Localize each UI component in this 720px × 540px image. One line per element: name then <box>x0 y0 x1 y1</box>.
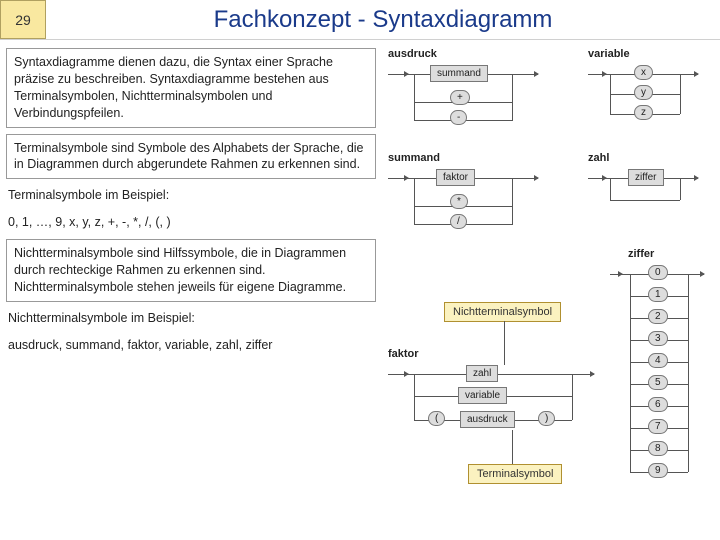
nonterminal-list: ausdruck, summand, faktor, variable, zah… <box>6 335 376 356</box>
slide-title: Fachkonzept - Syntaxdiagramm <box>46 6 720 34</box>
d2: 2 <box>648 309 668 324</box>
line <box>414 374 415 420</box>
line <box>688 274 689 472</box>
d8: 8 <box>648 441 668 456</box>
d4: 4 <box>648 353 668 368</box>
line <box>512 74 513 102</box>
val-y: y <box>634 85 653 100</box>
line <box>610 178 611 200</box>
line <box>414 206 415 224</box>
label-variable: variable <box>588 48 630 60</box>
callout-nonterminal: Nichtterminalsymbol <box>444 302 561 322</box>
arrow-icon <box>602 71 607 77</box>
nonterminal-heading: Nichtterminalsymbole im Beispiel: <box>6 308 376 329</box>
arrow-icon <box>602 175 607 181</box>
d6: 6 <box>648 397 668 412</box>
terminal-list: 0, 1, …, 9, x, y, z, +, -, *, /, (, ) <box>6 212 376 233</box>
d9: 9 <box>648 463 668 478</box>
arrow-icon <box>404 175 409 181</box>
callout-line <box>512 430 513 464</box>
terminal-heading: Terminalsymbole im Beispiel: <box>6 185 376 206</box>
box-terminal: Terminalsymbole sind Symbole des Alphabe… <box>6 134 376 180</box>
val-z: z <box>634 105 653 120</box>
line <box>630 274 631 472</box>
node-ausdruck2: ausdruck <box>460 411 515 428</box>
arrow-icon <box>618 271 623 277</box>
line <box>572 374 573 420</box>
arrow-icon <box>700 271 705 277</box>
callout-line <box>504 321 505 365</box>
op-div: / <box>450 214 467 229</box>
line <box>610 200 680 201</box>
node-summand: summand <box>430 65 488 82</box>
diagram-area: ausdruck summand + - variable x y z <box>384 48 714 528</box>
d0: 0 <box>648 265 668 280</box>
arrow-icon <box>534 175 539 181</box>
op-minus: - <box>450 110 467 125</box>
op-lparen: ( <box>428 411 445 426</box>
box-nonterminal: Nichtterminalsymbole sind Hilfssymbole, … <box>6 239 376 302</box>
slide-header: 29 Fachkonzept - Syntaxdiagramm <box>0 0 720 40</box>
line <box>414 74 415 102</box>
node-zahl: zahl <box>466 365 498 382</box>
node-faktor: faktor <box>436 169 475 186</box>
arrow-icon <box>590 371 595 377</box>
line <box>414 102 415 120</box>
d7: 7 <box>648 419 668 434</box>
label-summand: summand <box>388 152 440 164</box>
line <box>680 178 681 200</box>
label-ausdruck: ausdruck <box>388 48 437 60</box>
label-zahl: zahl <box>588 152 609 164</box>
callout-terminal: Terminalsymbol <box>468 464 562 484</box>
arrow-icon <box>694 175 699 181</box>
page-number-box: 29 <box>0 0 46 39</box>
node-ziffer: ziffer <box>628 169 664 186</box>
content-area: Syntaxdiagramme dienen dazu, die Syntax … <box>0 40 720 536</box>
line <box>512 102 513 120</box>
line <box>414 178 415 206</box>
d3: 3 <box>648 331 668 346</box>
left-column: Syntaxdiagramme dienen dazu, die Syntax … <box>6 48 376 528</box>
line <box>512 206 513 224</box>
arrow-icon <box>534 71 539 77</box>
line <box>512 178 513 206</box>
line <box>680 74 681 114</box>
d1: 1 <box>648 287 668 302</box>
page-number: 29 <box>15 12 31 28</box>
arrow-icon <box>404 71 409 77</box>
label-ziffer: ziffer <box>628 248 654 260</box>
node-variable: variable <box>458 387 507 404</box>
arrow-icon <box>694 71 699 77</box>
op-plus: + <box>450 90 470 105</box>
label-faktor: faktor <box>388 348 419 360</box>
box-intro: Syntaxdiagramme dienen dazu, die Syntax … <box>6 48 376 128</box>
op-mul: * <box>450 194 468 209</box>
d5: 5 <box>648 375 668 390</box>
op-rparen: ) <box>538 411 555 426</box>
arrow-icon <box>404 371 409 377</box>
right-column: ausdruck summand + - variable x y z <box>384 48 714 528</box>
val-x: x <box>634 65 653 80</box>
